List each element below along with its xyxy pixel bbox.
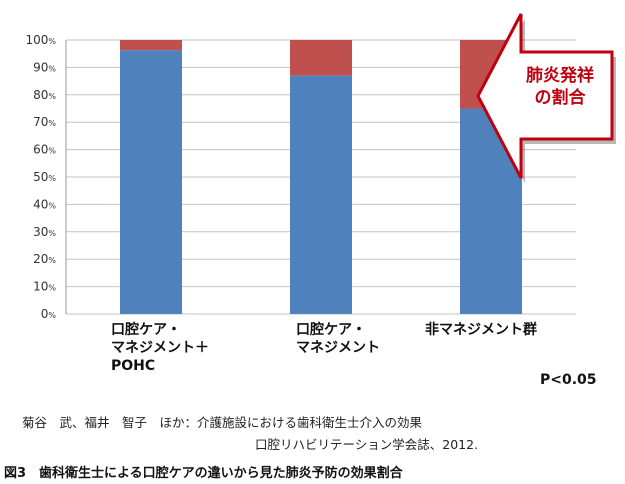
bar-0-series-1 xyxy=(120,40,182,51)
y-tick-label: 10% xyxy=(33,280,56,294)
y-tick-label: 60% xyxy=(33,143,56,157)
bar-0-series-0 xyxy=(120,50,182,314)
y-tick-label: 20% xyxy=(33,252,56,266)
x-category-label: 口腔ケア・ マネジメント＋ POHC xyxy=(111,322,209,374)
callout-arrow xyxy=(476,13,614,179)
y-tick-label: 30% xyxy=(33,225,56,239)
x-category-label: 非マネジメント群 xyxy=(425,322,537,338)
y-tick-label: 90% xyxy=(33,60,56,74)
bar-1-series-1 xyxy=(290,40,352,76)
y-tick-label: 50% xyxy=(33,170,56,184)
citation-line-1: 菊谷 武、福井 智子 ほか：介護施設における歯科衛生士介入の効果 xyxy=(22,415,423,430)
x-category-label: 口腔ケア・ マネジメント xyxy=(296,322,380,356)
bar-1-series-0 xyxy=(290,75,352,315)
callout-text-line-1: の割合 xyxy=(535,87,587,108)
y-tick-label: 100% xyxy=(25,33,56,47)
y-tick-label: 70% xyxy=(33,115,56,129)
callout-text-line-0: 肺炎発祥 xyxy=(526,65,594,86)
citation-line-2: 口腔リハビリテーション学会誌、2012. xyxy=(255,437,479,452)
y-tick-label: 80% xyxy=(33,88,56,102)
y-tick-label: 0% xyxy=(41,307,57,321)
figure-caption: 図3 歯科衛生士による口腔ケアの違いから見た肺炎予防の効果割合 xyxy=(4,466,403,481)
y-tick-label: 40% xyxy=(33,197,56,211)
p-value: P<0.05 xyxy=(540,372,597,388)
